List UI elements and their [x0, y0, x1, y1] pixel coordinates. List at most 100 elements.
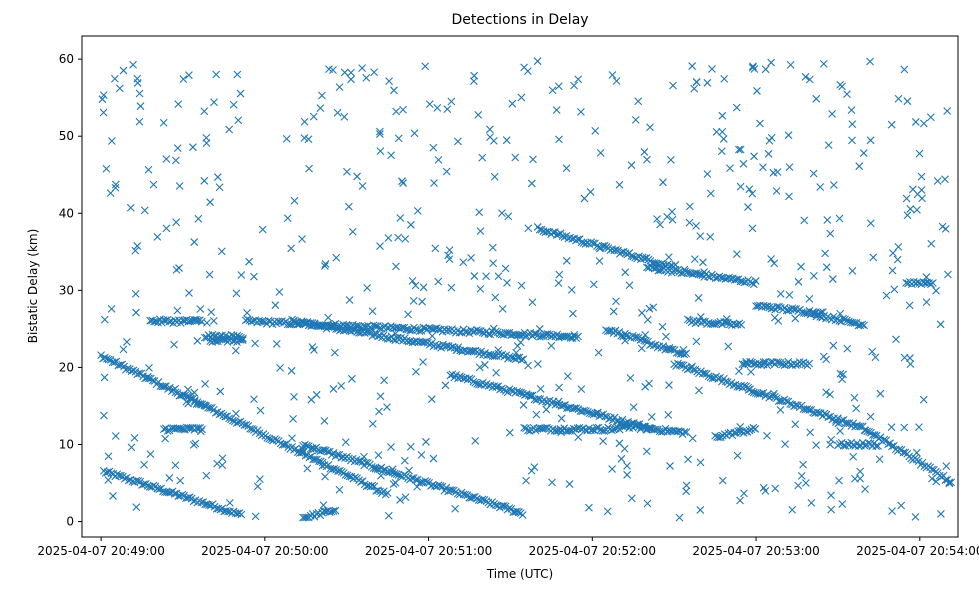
detection-marker — [664, 253, 673, 262]
detection-marker — [574, 332, 583, 341]
detection-marker — [761, 486, 770, 495]
detection-marker — [234, 116, 243, 125]
detection-marker — [300, 117, 309, 126]
detection-marker — [131, 289, 140, 298]
detection-marker — [504, 212, 513, 221]
detection-marker — [388, 465, 397, 474]
detection-marker — [225, 125, 234, 134]
detection-marker — [797, 262, 805, 271]
detection-marker — [781, 440, 789, 449]
detection-marker — [626, 374, 635, 382]
detection-marker — [882, 436, 891, 445]
detection-marker — [406, 442, 415, 451]
detection-marker — [695, 386, 703, 395]
detection-marker — [888, 507, 896, 516]
detection-marker — [732, 250, 741, 258]
detection-marker — [871, 353, 880, 362]
detection-marker — [203, 319, 211, 327]
detection-marker — [171, 156, 180, 165]
detection-marker — [330, 348, 339, 357]
detection-marker — [140, 460, 148, 469]
detection-marker — [677, 361, 686, 369]
detection-marker — [243, 309, 251, 317]
detection-marker — [794, 481, 803, 490]
detection-marker — [869, 253, 878, 262]
detection-marker — [489, 259, 498, 268]
detection-marker — [236, 335, 245, 344]
detection-marker — [627, 494, 636, 503]
detection-marker — [827, 505, 836, 514]
detection-marker — [681, 267, 689, 276]
detection-marker — [665, 381, 673, 389]
detection-marker — [133, 74, 142, 83]
detection-marker — [774, 358, 783, 367]
detection-marker — [470, 71, 479, 80]
detection-marker — [391, 478, 400, 487]
detection-marker — [337, 381, 346, 390]
detection-marker — [287, 366, 296, 375]
detection-marker — [212, 70, 221, 79]
detection-marker — [941, 225, 950, 233]
detection-marker — [911, 118, 920, 126]
detection-marker — [310, 346, 318, 354]
detection-marker — [200, 176, 209, 185]
detection-marker — [888, 266, 897, 275]
detection-marker — [333, 108, 342, 117]
detection-marker — [301, 513, 309, 522]
detection-marker — [770, 259, 779, 268]
detection-marker — [176, 476, 185, 485]
detection-marker — [866, 412, 875, 421]
detection-marker — [542, 405, 551, 414]
detection-marker — [293, 319, 302, 328]
detection-marker — [643, 315, 652, 324]
detection-marker — [161, 434, 170, 443]
detection-marker — [489, 324, 498, 333]
detection-marker — [650, 264, 659, 273]
detection-marker — [508, 99, 517, 108]
detection-marker — [320, 262, 329, 270]
detection-marker — [703, 78, 712, 87]
detection-marker — [329, 385, 338, 393]
detection-marker — [163, 427, 172, 435]
detection-marker — [237, 271, 246, 279]
detection-marker — [742, 357, 751, 366]
detection-marker — [496, 385, 504, 394]
detection-marker — [136, 102, 145, 111]
detection-marker — [511, 153, 520, 162]
detection-marker — [393, 334, 402, 343]
detection-marker — [887, 423, 896, 432]
detection-marker — [720, 74, 729, 83]
detection-marker — [320, 446, 328, 454]
detection-marker — [123, 364, 132, 373]
detection-marker — [856, 474, 865, 483]
detection-marker — [197, 400, 206, 409]
detection-marker — [688, 62, 697, 70]
y-tick-label-6: 60 — [59, 52, 74, 66]
detection-marker — [358, 182, 367, 190]
detection-marker — [826, 390, 834, 399]
detection-marker — [340, 68, 349, 77]
detection-marker — [816, 183, 825, 191]
detection-marker — [653, 215, 661, 223]
detection-marker — [368, 419, 377, 428]
detection-marker — [418, 297, 426, 306]
detection-marker — [692, 78, 701, 87]
detection-marker — [519, 401, 528, 409]
detection-marker — [146, 450, 155, 459]
detection-marker — [135, 89, 144, 98]
detection-marker — [557, 414, 566, 423]
detection-marker — [318, 321, 327, 330]
detection-marker — [130, 433, 139, 442]
detection-marker — [398, 177, 406, 186]
detection-marker — [329, 507, 338, 515]
detection-marker — [841, 419, 850, 428]
detection-marker — [643, 155, 651, 164]
detection-marker — [298, 235, 306, 243]
detection-marker — [554, 82, 563, 91]
detection-marker — [791, 420, 800, 429]
detection-marker — [574, 433, 583, 442]
detection-marker — [911, 513, 920, 521]
detection-marker — [776, 290, 785, 298]
x-tick-label-2: 2025-04-07 20:51:00 — [365, 544, 492, 558]
detection-marker — [149, 180, 158, 189]
